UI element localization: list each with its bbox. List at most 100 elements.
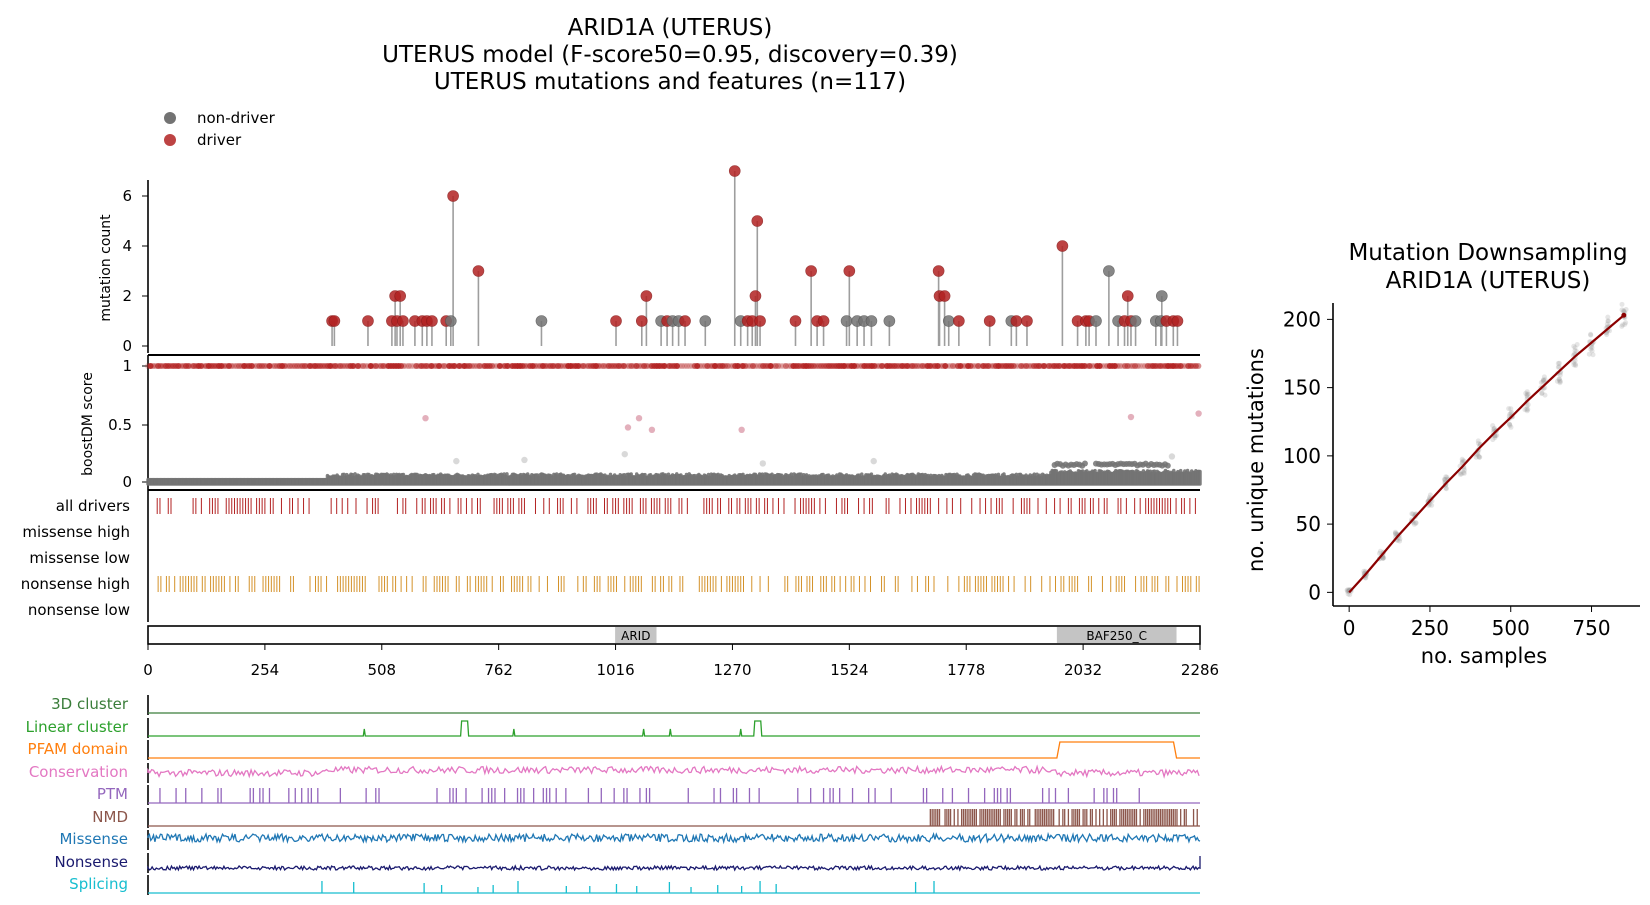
boostdm-score-point [362, 363, 369, 369]
boostdm-marks [145, 363, 1202, 486]
boostdm-score-point [549, 363, 556, 369]
downsampling-point [1460, 458, 1466, 464]
feature-trace [148, 741, 1200, 759]
boostdm-score-point [684, 363, 691, 369]
driver-point [397, 315, 409, 327]
downsampling-point [1573, 363, 1579, 369]
driver-point [447, 190, 459, 202]
downsampling-point [1490, 437, 1496, 443]
boostdm-score-point [360, 363, 367, 369]
feature-label: Conservation [29, 763, 128, 781]
boostdm-score-point [620, 363, 627, 369]
boostdm-score-point [1096, 363, 1103, 369]
downsampling-point [1508, 406, 1514, 412]
downsampling-point [1589, 345, 1595, 351]
boostdm-score-point [231, 363, 238, 369]
boostdm-score-point [150, 363, 157, 369]
boostdm-score-point [367, 363, 374, 369]
downsampling-point [1475, 438, 1481, 444]
downsampling-point [1541, 378, 1547, 384]
boostdm-score-point [957, 363, 964, 369]
boostdm-score-point [970, 363, 977, 369]
downsampling-point [1522, 407, 1528, 413]
boostdm-score-point [871, 363, 878, 369]
downsampling-xlabel: no. samples [1421, 644, 1547, 668]
non-driver-point [1103, 265, 1115, 277]
boostdm-score-point [1010, 363, 1017, 369]
domain-xtick-label: 2032 [1064, 661, 1102, 679]
downsampling-point [1508, 410, 1514, 416]
boostdm-score-point [281, 363, 288, 369]
downsampling-point [1509, 409, 1515, 415]
domain-xtick-label: 1778 [947, 661, 985, 679]
non-driver-point [865, 315, 878, 327]
feature-trace [148, 788, 1200, 804]
boostdm-score-point [927, 363, 934, 369]
driver-point [610, 315, 622, 327]
feature-trace [147, 856, 1201, 872]
driver-point [728, 165, 741, 177]
boostdm-score-point [1195, 363, 1202, 369]
downsampling-point [1461, 470, 1466, 476]
boostdm-score-point [960, 363, 967, 369]
domain-box [615, 627, 657, 643]
feature-trace [148, 881, 1200, 894]
boostdm-score-point [1081, 363, 1088, 369]
boostdm-score-point [557, 363, 564, 369]
boostdm-outlier-point [624, 424, 632, 431]
boostdm-score-point [633, 363, 640, 369]
boostdm-score-point [1114, 363, 1121, 369]
downsampling-point [1557, 376, 1562, 382]
downsampling-point [1539, 391, 1545, 397]
domain-label: ARID [621, 629, 650, 643]
boostdm-score-point [261, 363, 268, 369]
boostdm-score-point [679, 363, 686, 369]
lollipop-marks [326, 165, 1184, 346]
driver-point [679, 315, 691, 327]
downsampling-point [1443, 486, 1449, 492]
boostdm-score-point [696, 363, 703, 369]
boostdm-score-point [489, 363, 496, 369]
boostdm-score-point [496, 363, 503, 369]
boostdm-score-point [942, 363, 949, 369]
downsampling-point [1443, 485, 1449, 491]
downsampling-point [1442, 477, 1448, 482]
boostdm-score-point [1134, 363, 1141, 369]
boostdm-score-point [560, 363, 567, 369]
boostdm-score-point [727, 363, 734, 369]
boostdm-score-point [742, 363, 749, 369]
boostdm-score-point [777, 363, 784, 369]
lollipop-ytick-label: 4 [122, 237, 132, 255]
boostdm-score-point [767, 363, 774, 369]
domain-box [1056, 627, 1177, 643]
boostdm-outlier-point [1195, 410, 1202, 417]
boostdm-score-point [734, 363, 741, 369]
boostdm-score-point [676, 363, 683, 369]
boostdm-score-point [456, 363, 463, 369]
driver-point [394, 290, 406, 302]
domain-xtick-label: 1016 [596, 661, 634, 679]
boostdm-score-point [595, 363, 602, 369]
downsampling-point [1555, 364, 1561, 370]
downsampling-ytick-label: 200 [1283, 307, 1321, 331]
boostdm-score-point [636, 363, 643, 369]
boostdm-score-point [873, 363, 880, 369]
domain-panel: ARID BAF250_C 0 254 508 762 1016 1270 1524 1778 2… [143, 625, 1219, 679]
downsampling-title-line-2: ARID1A (UTERUS) [1386, 268, 1591, 294]
downsampling-point [1572, 361, 1578, 367]
downsampling-point [1554, 378, 1560, 384]
boostdm-score-point [198, 363, 205, 369]
boostdm-score-point [228, 363, 235, 369]
downsampling-point [1572, 345, 1578, 351]
downsampling-point [1538, 380, 1544, 385]
driver-point [843, 265, 856, 277]
boostdm-score-point [1124, 363, 1131, 369]
boostdm-score-point [266, 363, 273, 369]
driver-point [1171, 315, 1184, 327]
feature-trace [148, 809, 1200, 827]
downsampling-point [1380, 556, 1386, 561]
downsampling-point [1574, 342, 1580, 347]
boostdm-score-point [532, 363, 539, 369]
domain-xtick-label: 1270 [713, 661, 751, 679]
boostdm-score-point [628, 363, 635, 369]
